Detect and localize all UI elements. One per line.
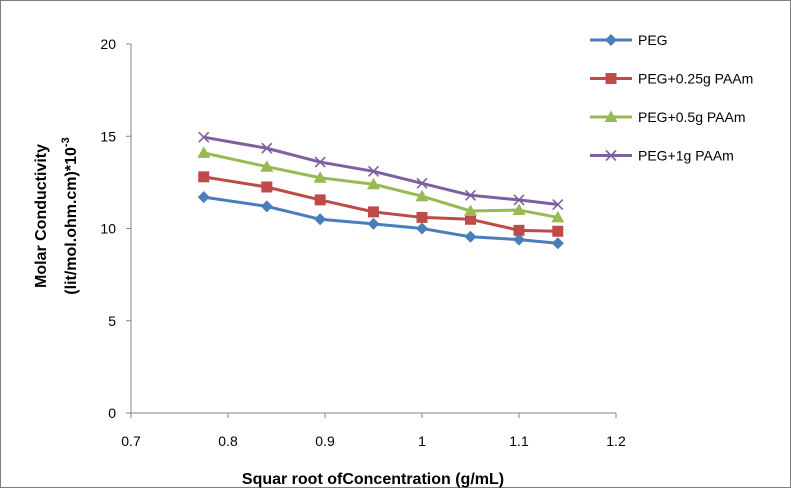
series-line [203, 135, 558, 207]
x-marker-stroke [367, 165, 380, 177]
y-tick-label: 20 [100, 36, 116, 52]
legend-label: PEG [638, 32, 668, 48]
axes: 0.7 0.8 0.9 1 1.1 1.2 0 5 10 15 20 [100, 36, 626, 449]
legend-item-3: PEG+0.5g PAAm [590, 109, 746, 125]
legend-label: PEG+0.25g PAAm [638, 71, 753, 87]
x-marker-stroke [261, 142, 273, 154]
y-axis-exponent: -3 [60, 137, 72, 147]
series-2 [198, 171, 564, 237]
square-marker [314, 194, 326, 206]
x-tick-label: 1.2 [606, 433, 626, 449]
square-marker [261, 181, 273, 193]
x-marker [464, 189, 477, 201]
diamond-marker [605, 34, 617, 46]
diamond-marker [464, 230, 477, 243]
triangle-marker [367, 177, 380, 190]
triangle-marker [464, 204, 477, 216]
x-marker [552, 198, 564, 211]
legend-item-1: PEG [590, 32, 668, 48]
y-axis-unit-text: (lit/mol.ohm.cm) [63, 171, 80, 295]
x-tick-label: 0.7 [121, 433, 141, 449]
series-3 [197, 146, 565, 223]
x-marker [314, 156, 326, 168]
triangle-marker [551, 210, 565, 223]
y-tick-label: 5 [108, 313, 116, 329]
x-axis-label: Squar root ofConcentration (g/mL) [242, 471, 504, 488]
x-marker [367, 165, 380, 177]
plot-area [197, 131, 565, 250]
legend: PEG PEG+0.25g PAAm PEG+0.5g PAAm PEG+1g PAA… [590, 32, 753, 164]
x-marker-stroke [314, 156, 326, 168]
triangle-marker [313, 171, 327, 183]
triangle-marker [512, 203, 526, 216]
y-axis-label: Molar Conductivity [33, 144, 50, 288]
x-marker [416, 177, 428, 189]
x-marker-stroke [552, 198, 564, 211]
x-tick-label: 1 [418, 433, 426, 449]
legend-item-4: PEG+1g PAAm [590, 148, 734, 164]
x-marker-stroke [464, 189, 477, 201]
triangle-marker [197, 146, 211, 158]
legend-label: PEG+0.5g PAAm [638, 109, 746, 125]
diamond-marker [367, 217, 380, 230]
square-marker [198, 171, 210, 183]
y-axis-label-group: Molar Conductivity [33, 144, 50, 288]
series-line [203, 151, 559, 219]
square-marker [416, 211, 428, 223]
series-4 [198, 131, 564, 211]
square-marker [605, 73, 617, 84]
diamond-marker [416, 222, 428, 235]
diamond-marker [197, 191, 210, 204]
diamond-marker [513, 233, 525, 246]
diamond-marker [314, 213, 327, 226]
x-marker [513, 194, 525, 206]
triangle-marker [415, 189, 429, 202]
y-axis-multiplier: *10 [63, 147, 80, 171]
x-tick-label: 0.8 [218, 433, 238, 449]
x-marker-stroke [605, 149, 617, 162]
x-marker-stroke [198, 131, 210, 143]
square-marker [465, 213, 476, 225]
square-marker [552, 225, 564, 237]
x-marker-stroke [416, 177, 428, 189]
y-axis-unit-label: (lit/mol.ohm.cm)*10-3 [60, 137, 80, 294]
triangle-marker [260, 160, 274, 172]
triangle-marker [604, 110, 618, 122]
x-marker [261, 142, 273, 154]
diamond-marker [260, 200, 273, 213]
square-marker [513, 224, 525, 236]
x-tick-label: 0.9 [315, 433, 335, 449]
x-marker [198, 131, 210, 143]
legend-label: PEG+1g PAAm [638, 148, 734, 164]
y-tick-label: 10 [100, 221, 116, 237]
y-tick-label: 15 [100, 128, 116, 144]
y-axis-unit-group: (lit/mol.ohm.cm)*10-3 [60, 137, 80, 294]
x-tick-label: 1.1 [509, 433, 529, 449]
series-1 [197, 191, 564, 250]
x-marker-stroke [513, 194, 525, 206]
y-tick-label: 0 [108, 405, 116, 421]
series-line [203, 195, 558, 245]
diamond-marker [551, 237, 564, 250]
legend-item-2: PEG+0.25g PAAm [590, 71, 753, 87]
square-marker [368, 206, 379, 218]
x-marker [605, 149, 617, 162]
series-line [203, 175, 558, 233]
